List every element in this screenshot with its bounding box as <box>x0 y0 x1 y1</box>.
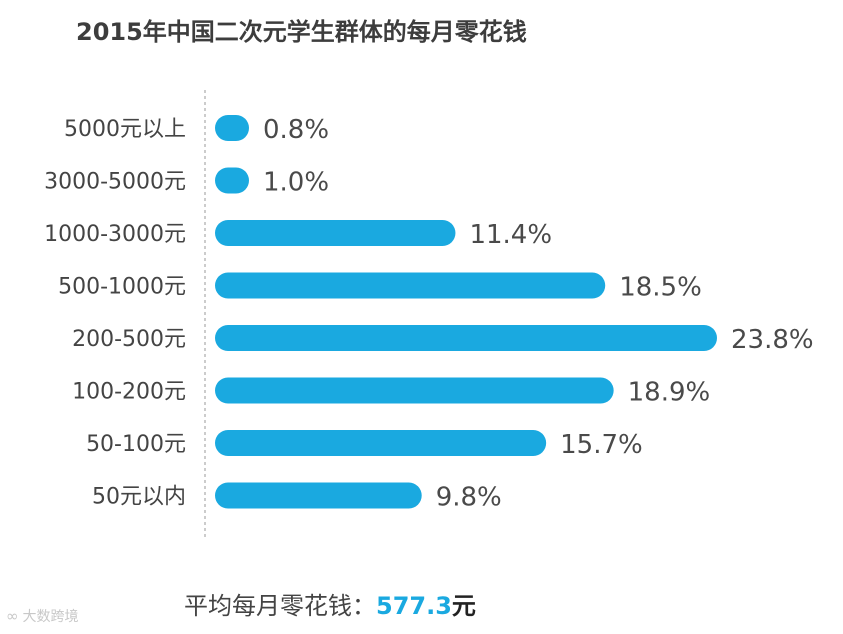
category-label: 3000-5000元 <box>44 170 186 195</box>
value-label: 9.8% <box>436 483 502 513</box>
value-label: 18.9% <box>628 378 711 408</box>
category-label: 200-500元 <box>72 327 186 352</box>
bar <box>215 377 614 404</box>
category-label: 500-1000元 <box>58 275 186 300</box>
value-label: 0.8% <box>263 115 329 145</box>
bar <box>215 325 717 351</box>
bar <box>215 115 249 141</box>
value-label: 18.5% <box>619 273 702 303</box>
chart-title: 2015年中国二次元学生群体的每月零花钱 <box>76 18 527 46</box>
value-label: 23.8% <box>731 325 814 355</box>
bar <box>215 220 456 246</box>
value-label: 11.4% <box>469 220 552 250</box>
watermark-text: 大数跨境 <box>22 609 79 625</box>
category-label: 50-100元 <box>86 432 186 457</box>
logo-icon: ∞ <box>6 607 19 625</box>
average-summary: 平均每月零花钱：577.3元 <box>184 586 476 621</box>
watermark: ∞ 大数跨境 <box>6 606 79 626</box>
bar <box>215 482 422 509</box>
category-label: 100-200元 <box>72 380 186 405</box>
bar <box>215 167 249 194</box>
category-label: 1000-3000元 <box>44 222 186 247</box>
summary-label: 平均每月零花钱： <box>184 592 376 620</box>
value-label: 1.0% <box>263 168 329 198</box>
category-label: 50元以内 <box>92 485 186 510</box>
category-label: 5000元以上 <box>64 117 186 142</box>
summary-unit: 元 <box>451 592 476 620</box>
bar <box>215 272 606 299</box>
value-label: 15.7% <box>560 430 643 460</box>
summary-value: 577.3 <box>376 592 452 620</box>
bars-group: 5000元以上 0.8% 3000-5000元 1.0% 1000-3000元 11.4%… <box>44 115 814 513</box>
bar <box>215 430 547 456</box>
